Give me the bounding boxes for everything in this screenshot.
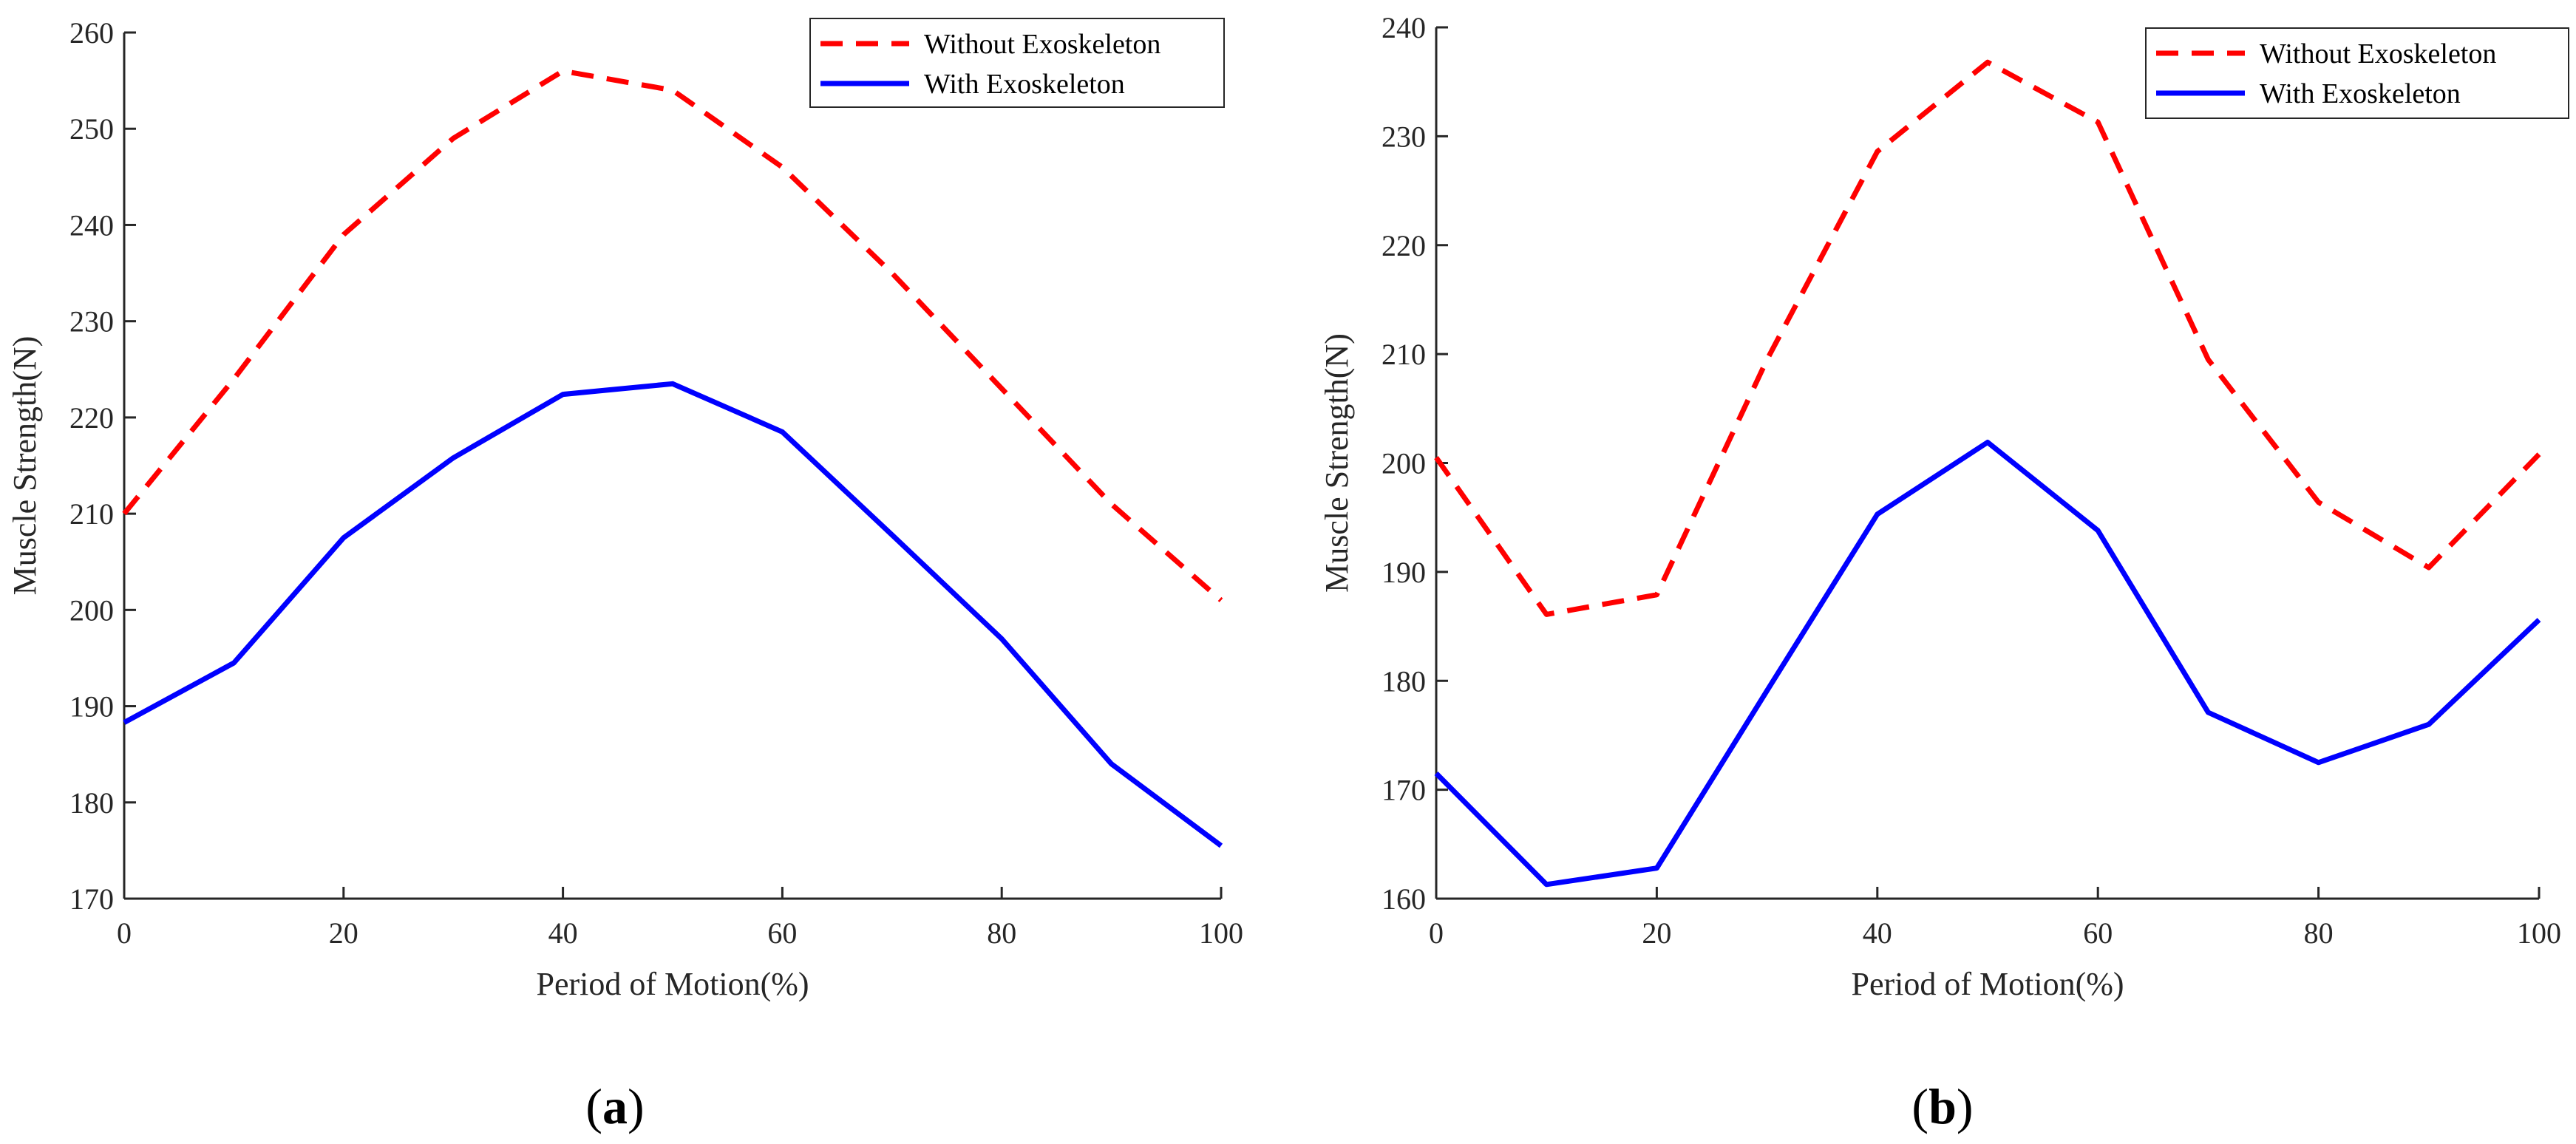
- chart-panel-b: 160 170 180 190 200 210 220 230 240 0 20 40 60 80 100 P…: [1319, 11, 2569, 1134]
- x-tick-label: 20: [329, 916, 358, 950]
- x-tick-label: 100: [2517, 916, 2561, 950]
- x-axis-label: Period of Motion(%): [1851, 966, 2124, 1002]
- series-line-with-exoskeleton: [1434, 440, 2541, 888]
- y-tick-label: 190: [1382, 556, 1426, 589]
- y-tick-label: 180: [1382, 664, 1426, 698]
- y-tick-label: 210: [69, 497, 114, 531]
- y-tick-label: 160: [1382, 882, 1426, 916]
- x-tick-label: 0: [1429, 916, 1444, 950]
- x-tick-label: 0: [117, 916, 132, 950]
- y-tick-label: 190: [69, 690, 114, 723]
- x-tick-label: 40: [1863, 916, 1892, 950]
- legend: Without Exoskeleton With Exoskeleton: [809, 18, 1225, 108]
- panel-letter: b: [1928, 1078, 1957, 1134]
- legend: Without Exoskeleton With Exoskeleton: [2145, 27, 2569, 119]
- y-tick-label: 250: [69, 112, 114, 146]
- legend-entry: With Exoskeleton: [2260, 78, 2461, 109]
- chart-panel-a: 170 180 190 200 210 220 230 240 250 260 0 20 40 60 80 1…: [7, 16, 1243, 1134]
- y-tick-label: 240: [69, 208, 114, 242]
- y-tick-label: 230: [69, 305, 114, 338]
- y-tick-label: 180: [69, 786, 114, 820]
- y-tick-label: 240: [1382, 11, 1426, 44]
- legend-box: [2145, 27, 2569, 119]
- series-line-without-exoskeleton: [1434, 59, 2541, 617]
- x-tick-label: 20: [1642, 916, 1671, 950]
- panel-label: (a): [585, 1078, 644, 1134]
- legend-entry: With Exoskeleton: [924, 69, 1125, 100]
- y-axis-label: Muscle Strength(N): [7, 336, 43, 596]
- y-tick-label: 210: [1382, 338, 1426, 371]
- x-tick-label: 60: [767, 916, 797, 950]
- legend-box: [809, 18, 1225, 108]
- x-tick-label: 100: [1199, 916, 1243, 950]
- y-tick-label: 230: [1382, 120, 1426, 153]
- panel-label: (b): [1911, 1078, 1973, 1134]
- x-tick-label: 80: [987, 916, 1016, 950]
- y-axis-label: Muscle Strength(N): [1319, 333, 1355, 593]
- x-tick-label: 80: [2304, 916, 2334, 950]
- y-tick-label: 200: [69, 593, 114, 627]
- y-tick-label: 170: [69, 882, 114, 916]
- x-tick-label: 40: [548, 916, 578, 950]
- panel-letter: a: [602, 1078, 628, 1134]
- series-line-without-exoskeleton: [122, 68, 1223, 602]
- y-tick-label: 220: [69, 401, 114, 435]
- series-line-with-exoskeleton: [123, 381, 1223, 848]
- y-tick-label: 170: [1382, 774, 1426, 807]
- legend-entry: Without Exoskeleton: [2260, 38, 2496, 69]
- x-axis-label: Period of Motion(%): [536, 966, 809, 1002]
- y-tick-label: 220: [1382, 229, 1426, 262]
- legend-entry: Without Exoskeleton: [924, 29, 1160, 60]
- y-tick-label: 260: [69, 16, 114, 50]
- y-tick-label: 200: [1382, 447, 1426, 480]
- x-tick-label: 60: [2083, 916, 2113, 950]
